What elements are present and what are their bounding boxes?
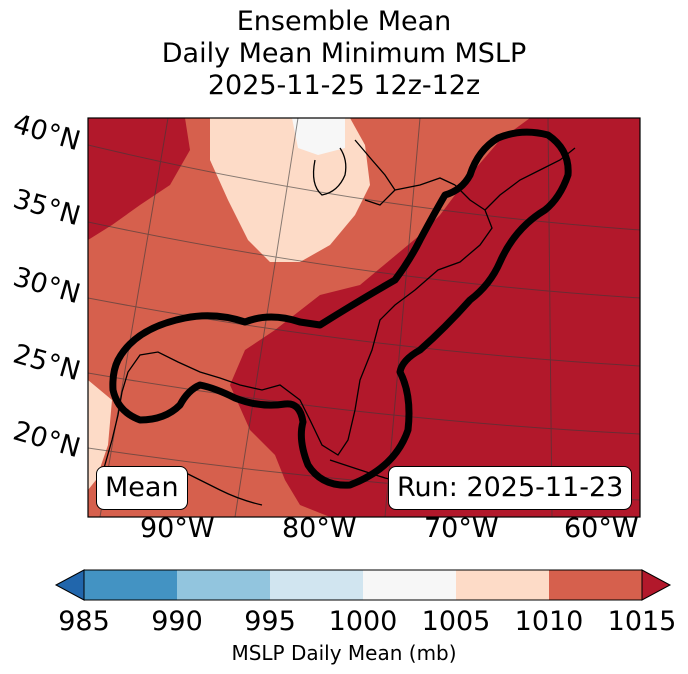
- colorbar-bin-1005-1010: [456, 570, 549, 600]
- title-line-1: Ensemble Mean: [236, 6, 452, 37]
- tracking-contour: [109, 128, 572, 489]
- colorbar-tick-985: 985: [58, 606, 110, 637]
- colorbar-extend-high: [641, 569, 672, 601]
- run-date-badge: Run: 2025-11-23: [388, 466, 633, 510]
- coastlines: [97, 139, 576, 506]
- mslp-field-lightest-region: [292, 118, 345, 155]
- colorbar-bin-990-995: [177, 570, 270, 600]
- title-line-2: Daily Mean Minimum MSLP: [161, 38, 527, 69]
- colorbar-bin-985-990: [84, 570, 177, 600]
- colorbar-bin-1000-1005: [363, 570, 456, 600]
- map-frame: [87, 117, 641, 518]
- lon-label-80w: 80°W: [282, 513, 357, 544]
- colorbar-tick-1000: 1000: [328, 606, 398, 637]
- colorbar-bin-995-1000: [270, 570, 363, 600]
- lon-label-60w: 60°W: [564, 513, 639, 544]
- lon-label-70w: 70°W: [424, 513, 499, 544]
- colorbar-bin-1010-1015: [549, 570, 642, 600]
- colorbar-extend-low: [54, 569, 85, 601]
- colorbar-tick-1005: 1005: [421, 606, 491, 637]
- colorbar-tick-1015: 1015: [607, 606, 677, 637]
- colorbar-tick-1010: 1010: [514, 606, 584, 637]
- mslp-field-light-region: [210, 118, 370, 262]
- mslp-field-southwest-patch: [88, 380, 112, 490]
- colorbar-tick-990: 990: [151, 606, 203, 637]
- title-line-3: 2025-11-25 12z-12z: [207, 70, 481, 101]
- colorbar-tick-995: 995: [244, 606, 296, 637]
- colorbar-label: MSLP Daily Mean (mb): [231, 641, 457, 665]
- mean-badge: Mean: [96, 466, 188, 510]
- mslp-field-northwest-high: [88, 118, 190, 240]
- lon-label-90w: 90°W: [140, 513, 215, 544]
